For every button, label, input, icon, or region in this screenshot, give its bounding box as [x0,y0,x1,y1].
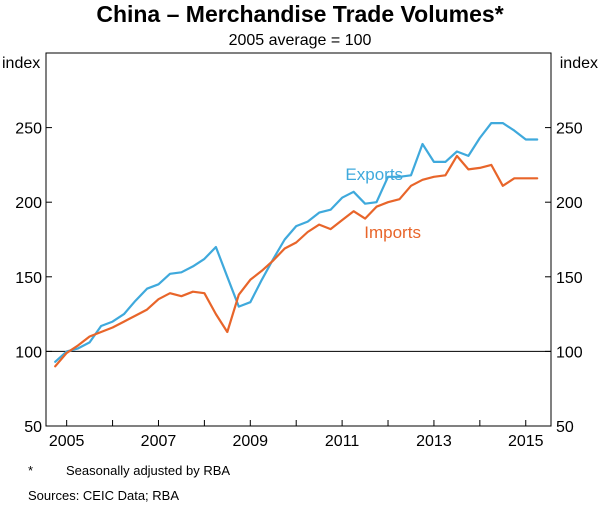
y-tick-label-right: 200 [556,195,583,212]
x-tick-label: 2007 [141,433,177,450]
y-tick-label-left: 100 [15,344,42,361]
y-tick-label-right: 50 [556,419,574,436]
plot-frame [45,52,552,427]
y-tick-label-left: 50 [24,419,42,436]
x-tick-label: 2009 [232,433,268,450]
footnote-star-text: Seasonally adjusted by RBA [66,463,231,478]
series-line-imports [54,154,539,368]
x-tick-label: 2015 [508,433,544,450]
footnote-star: * [28,463,34,478]
y-axis-unit-left: index [2,55,40,72]
x-tick-label: 2013 [416,433,452,450]
y-tick-label-left: 150 [15,270,42,287]
chart-subtitle: 2005 average = 100 [229,32,372,49]
y-tick-label-left: 250 [15,121,42,138]
x-tick-label: 2011 [325,433,360,450]
series-line-exports [54,121,539,363]
chart-title: China – Merchandise Trade Volumes* [96,1,503,27]
footnote-sources-text: Sources: CEIC Data; RBA [28,488,179,503]
chart: China – Merchandise Trade Volumes* 2005 … [2,1,598,450]
y-tick-label-right: 150 [556,270,583,287]
y-tick-label-right: 100 [556,344,583,361]
y-tick-label-right: 250 [556,121,583,138]
footnote-sources: Sources: CEIC Data; RBA [28,488,179,503]
y-axis-unit-right: index [560,55,598,72]
y-tick-label-left: 200 [15,195,42,212]
x-tick-label: 2005 [49,433,85,450]
footnote-seasonal: * Seasonally adjusted by RBA [28,463,230,478]
series-label-exports: Exports [345,165,403,184]
series-label-imports: Imports [364,223,421,242]
